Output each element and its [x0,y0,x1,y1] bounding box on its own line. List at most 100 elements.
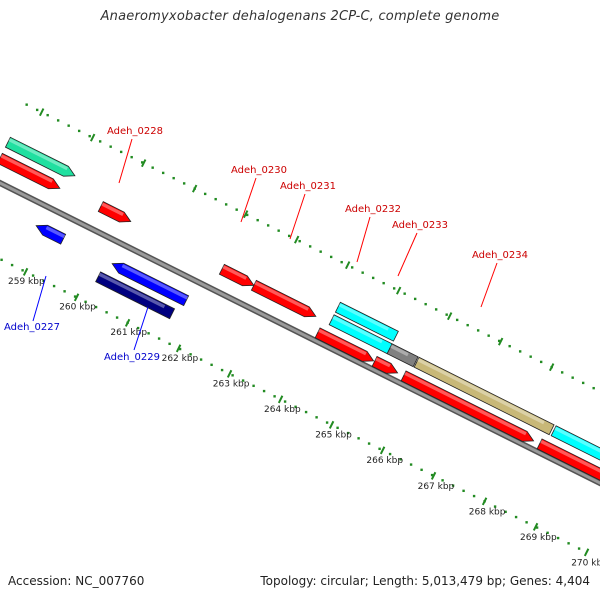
outer-ruler-dot [361,271,364,274]
inner-ruler-dot [514,515,518,519]
gene-label: Adeh_0229 [104,352,160,363]
gene-adeh-0234 [400,370,535,442]
gene-label: Adeh_0233 [392,220,448,231]
inner-ruler-tick [583,548,590,557]
gene-adeh-0229 [95,271,176,320]
gene-label-leader [480,262,498,308]
outer-ruler-dot [130,155,133,159]
backbone-highlight [0,181,600,485]
inner-ruler-tick [175,344,182,353]
outer-ruler-dot [67,124,70,127]
outer-ruler-dot [455,318,459,322]
outer-ruler-dot [560,371,564,374]
outer-ruler-dot [581,381,585,385]
outer-ruler-dot [256,218,259,222]
inner-ruler-dot [21,269,24,272]
inner-ruler-dot [493,505,497,508]
inner-ruler-dot [294,405,297,409]
inner-ruler-dot [504,510,507,514]
outer-ruler-dot [497,339,501,343]
inner-ruler-dot [409,463,413,466]
feature-forward-right [536,438,600,482]
gene-label: Adeh_0230 [231,165,287,176]
outer-ruler-dot [329,255,333,259]
inner-ruler-dot [367,442,371,445]
outer-ruler-dot [56,119,60,122]
inner-ruler-dot [262,389,266,393]
inner-ruler-dot [472,494,476,498]
outer-ruler-dot [140,161,144,164]
outer-ruler-dot [235,208,238,211]
inner-ruler-dot [105,311,108,314]
outer-ruler-dot [403,292,406,295]
outer-ruler-dot [592,386,595,390]
gene-label: Adeh_0227 [4,322,60,333]
inner-ruler-dot [252,384,255,388]
gene-label: Adeh_0232 [345,204,401,215]
gene-label-leader [240,177,257,223]
outer-ruler-dot [571,376,574,379]
outer-ruler-dot [287,234,291,238]
inner-ruler-dot [157,337,161,340]
inner-ruler-dot [199,358,203,361]
inner-ruler-dot [220,368,224,372]
inner-ruler-dot [63,290,66,293]
inner-ruler-tick [532,522,539,531]
outer-ruler-dot [382,281,385,285]
inner-ruler-tick [22,267,29,276]
tick-label: 267 kbp [418,482,455,492]
outer-ruler-tick [497,337,504,346]
outer-ruler-dot [98,140,102,143]
inner-ruler-dot [241,379,245,382]
inner-ruler-dot [283,400,287,403]
outer-ruler-tick [191,184,198,193]
tick-label: 261 kbp [110,328,147,338]
outer-ruler-dot [88,134,91,138]
inner-ruler-dot [546,531,549,535]
inner-ruler-dot [0,258,3,262]
outer-ruler-dot [46,113,49,117]
outer-ruler-tick [38,108,45,117]
outer-ruler-dot [203,192,207,196]
outer-ruler-tick [293,235,300,244]
outer-ruler-tick [89,133,96,142]
inner-ruler-dot [577,547,581,550]
outer-ruler-dot [539,360,543,364]
tick-label: 266 kbp [366,456,403,466]
outer-ruler-dot [508,344,511,348]
outer-ruler-dot [245,213,249,217]
outer-ruler-dot [308,245,312,248]
outer-ruler-dot [529,355,532,358]
inner-ruler-dot [273,395,276,398]
gene-adeh-0230 [218,263,255,287]
inner-ruler-dot [567,542,570,545]
inner-ruler-dot [10,263,14,267]
gene-adeh-0229-a [111,262,190,307]
outer-ruler-tick [140,159,147,168]
outer-ruler-dot [25,103,28,106]
inner-ruler-dot [388,452,392,456]
tick-label: 265 kbp [315,431,352,441]
inner-ruler-dot [462,489,465,493]
outer-ruler-dot [224,203,228,206]
inner-ruler-dot [525,521,528,524]
outer-ruler-dot [172,176,175,180]
feature-teal-1 [4,136,76,177]
backbone [0,179,600,487]
tick-label: 268 kbp [469,507,506,517]
gene-adeh-0231 [250,279,317,318]
inner-ruler-dot [94,305,98,309]
outer-ruler-tick [446,312,453,321]
inner-ruler-dot [325,421,329,424]
inner-ruler-dot [168,342,171,346]
outer-ruler-dot [413,297,417,301]
outer-ruler-dot [445,313,448,316]
inner-ruler-dot [189,353,192,356]
outer-ruler-dot [182,182,186,185]
gene-adeh-0227 [35,224,67,245]
tick-label: 259 kbp [8,277,45,287]
inner-ruler-tick [226,369,233,378]
inner-ruler-dot [147,332,150,335]
outer-ruler-dot [319,250,322,253]
gene-label: Adeh_0228 [107,126,163,137]
